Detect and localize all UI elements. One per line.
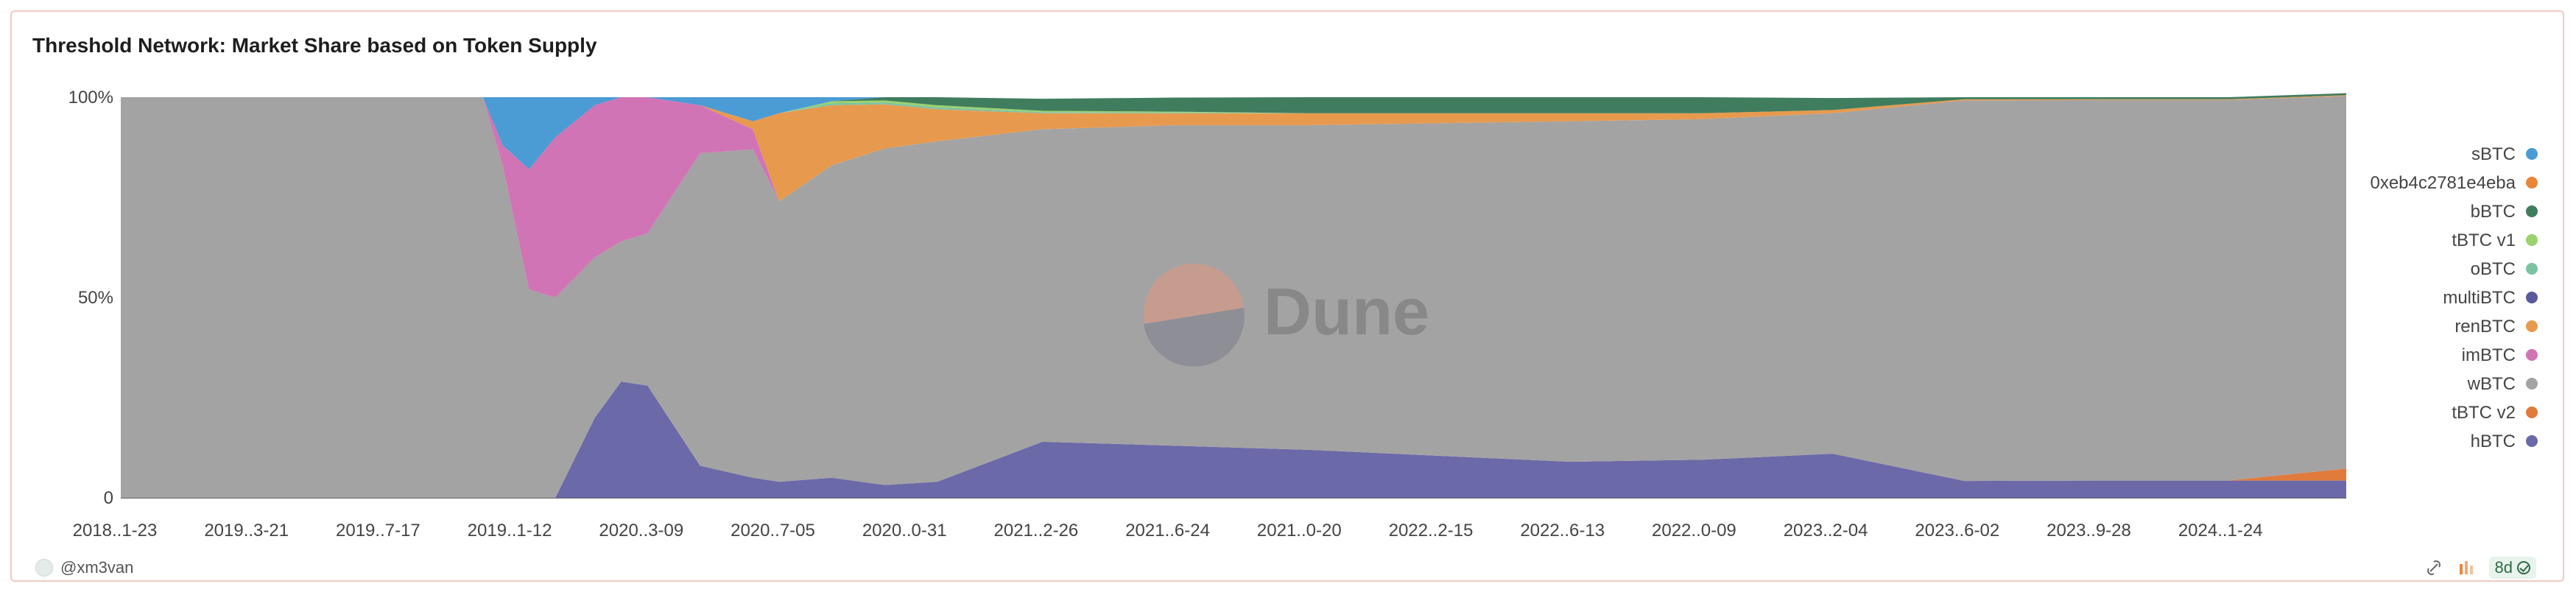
x-tick-label: 2023..6-02 [1915,521,1999,541]
legend-label[interactable]: 0xeb4c2781e4eba [2370,173,2516,193]
x-tick-label: 2023..2-04 [1784,521,1868,541]
x-tick-label: 2023..9-28 [2047,521,2131,541]
x-tick-label: 2022..0-09 [1652,521,1736,541]
legend-swatch[interactable] [2526,263,2538,275]
area-renbtc[interactable] [121,95,2346,202]
legend-label[interactable]: multiBTC [2443,288,2516,308]
legend-swatch[interactable] [2526,205,2538,217]
legend-label[interactable]: bBTC [2471,202,2516,222]
legend-label[interactable]: tBTC v1 [2452,230,2516,250]
legend-swatch[interactable] [2526,320,2538,332]
check-circle-icon [2517,561,2530,574]
refresh-age: 8d [2494,558,2513,577]
chart-card: Threshold Network: Market Share based on… [10,10,2564,582]
legend-label[interactable]: imBTC [2462,345,2516,365]
legend-label[interactable]: tBTC v2 [2452,403,2516,423]
embed-icon[interactable] [2424,558,2443,577]
legend-label[interactable]: renBTC [2454,317,2516,337]
x-tick-label: 2024..1-24 [2178,521,2263,541]
legend-label[interactable]: sBTC [2471,144,2516,164]
y-tick-label: 50% [78,288,113,308]
legend-swatch[interactable] [2526,435,2538,447]
watermark-text: Dune [1264,275,1429,349]
x-tick-label: 2022..2-15 [1389,521,1474,541]
bar-chart-icon[interactable] [2457,558,2476,577]
dune-logo-shade [1144,308,1245,367]
legend-swatch[interactable] [2526,177,2538,189]
refresh-badge[interactable]: 8d [2488,557,2536,579]
legend-swatch[interactable] [2526,349,2538,361]
x-tick-label: 2018..1-23 [73,521,158,541]
x-tick-label: 2021..6-24 [1125,521,1210,541]
author-name[interactable]: @xm3van [60,558,134,577]
x-tick-label: 2022..6-13 [1520,521,1605,541]
author-avatar [35,559,53,577]
author-credit[interactable]: @xm3van [35,558,133,577]
legend-swatch[interactable] [2526,406,2538,418]
footer-actions: 8d [2424,557,2536,579]
x-tick-label: 2020..7-05 [731,521,815,541]
legend-label[interactable]: hBTC [2471,432,2516,451]
x-tick-label: 2019..3-21 [204,521,289,541]
legend-swatch[interactable] [2526,378,2538,390]
x-tick-label: 2020..0-31 [862,521,947,541]
area-hbtc[interactable] [121,381,2346,498]
x-tick-label: 2019..1-12 [468,521,552,541]
legend-swatch[interactable] [2526,234,2538,246]
x-tick-label: 2021..2-26 [994,521,1079,541]
legend-swatch[interactable] [2526,148,2538,160]
market-share-chart: Dune 0 50% 100% 2018..1-23 2019..3-21 2019..… [68,88,2538,541]
x-tick-label: 2021..0-20 [1257,521,1342,541]
area-imbtc[interactable] [121,96,2346,298]
y-tick-label: 0 [104,488,113,508]
y-tick-label: 100% [68,88,113,108]
x-tick-label: 2019..7-17 [336,521,420,541]
legend-label[interactable]: wBTC [2467,374,2516,394]
area-bbtc[interactable] [121,93,2346,169]
chart-title: Threshold Network: Market Share based on… [32,34,597,57]
legend-label[interactable]: oBTC [2471,259,2516,279]
legend-swatch[interactable] [2526,292,2538,303]
x-tick-label: 2020..3-09 [599,521,683,541]
